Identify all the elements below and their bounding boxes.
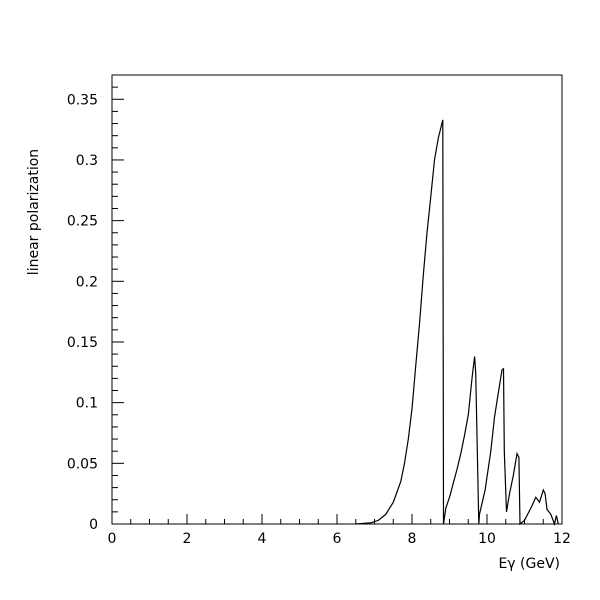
x-tick-label: 10 [478, 531, 496, 547]
y-tick-label: 0.25 [67, 214, 98, 230]
x-tick-label: 0 [108, 531, 117, 547]
x-tick-label: 6 [333, 531, 342, 547]
y-tick-label: 0.3 [76, 153, 98, 169]
x-tick-label: 8 [408, 531, 417, 547]
y-tick-label: 0.15 [67, 335, 98, 351]
x-tick-label: 4 [258, 531, 267, 547]
y-tick-label: 0.1 [76, 396, 98, 412]
plot-frame [111, 74, 563, 525]
y-axis: 0 0.05 0.1 0.15 0.2 0.25 0.3 0.35 [67, 86, 124, 533]
y-tick-label: 0 [89, 517, 98, 533]
series-layer [355, 119, 559, 527]
y-tick-label: 0.2 [76, 274, 98, 290]
series-line [355, 119, 559, 527]
x-tick-label: 12 [553, 531, 571, 547]
y-tick-label: 0.05 [67, 456, 98, 472]
y-axis-title: linear polarization [26, 149, 42, 275]
x-tick-label: 2 [183, 531, 192, 547]
x-axis-title: Eγ (GeV) [498, 556, 560, 572]
x-axis: 0 2 4 6 8 10 12 [108, 514, 571, 547]
y-tick-label: 0.35 [67, 92, 98, 108]
